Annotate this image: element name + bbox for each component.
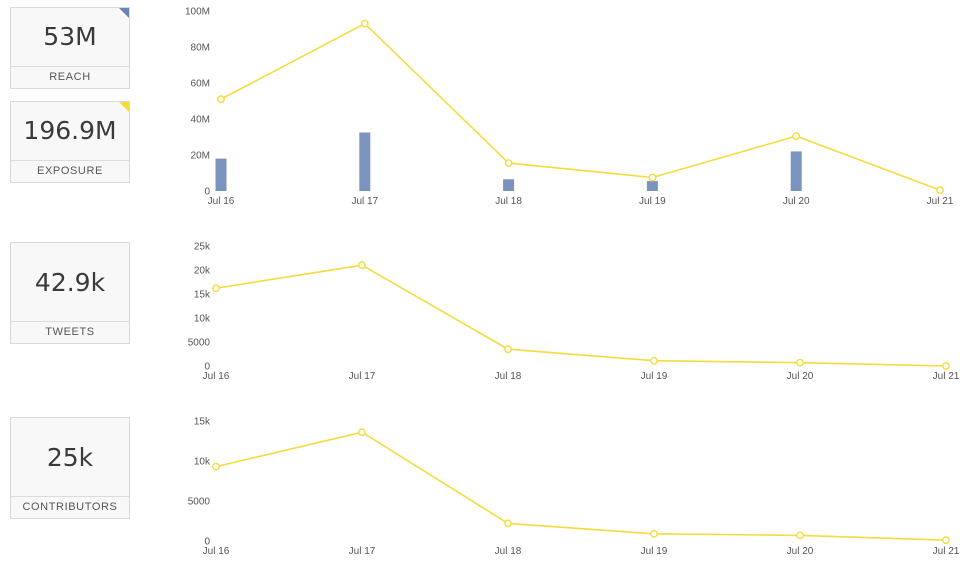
y-tick-label: 0	[204, 187, 210, 198]
x-tick-label: Jul 18	[495, 546, 522, 557]
contributors-card: 25k CONTRIBUTORS	[10, 417, 130, 519]
y-tick-label: 10k	[194, 314, 211, 325]
reach-label: REACH	[11, 66, 129, 88]
x-tick-label: Jul 19	[639, 196, 666, 207]
tweets-value: 42.9k	[34, 268, 106, 297]
data-point	[212, 284, 220, 293]
data-point	[650, 529, 658, 538]
bar	[503, 179, 515, 191]
contributors-chart: 0 5000 10k 15k Jul 16 Jul 17 Jul 18 Jul 19 Jul 2…	[188, 417, 960, 558]
tweets-card: 42.9k TWEETS	[10, 242, 130, 344]
y-tick-label: 20M	[191, 151, 210, 162]
x-tick-label: Jul 20	[783, 196, 810, 207]
data-point	[796, 358, 804, 367]
y-tick-label: 25k	[194, 242, 211, 253]
bar	[359, 132, 371, 191]
series-line	[220, 22, 941, 191]
exposure-corner-marker	[119, 102, 129, 112]
y-tick-label: 20k	[194, 266, 211, 277]
y-tick-label: 40M	[191, 115, 210, 126]
data-point	[936, 186, 944, 195]
data-point	[942, 362, 950, 370]
y-tick-label: 5000	[188, 497, 211, 508]
series-line	[215, 431, 947, 541]
tweets-chart: 0 5000 10k 15k 20k 25k Jul 16 Jul 17 Jul 18 Jul 1…	[188, 242, 960, 383]
y-tick-label: 0	[204, 362, 210, 373]
series-line	[215, 264, 947, 367]
y-tick-label: 80M	[191, 43, 210, 54]
x-tick-label: Jul 16	[203, 546, 230, 557]
data-point	[504, 519, 512, 528]
y-tick-label: 15k	[194, 290, 211, 301]
exposure-card: 196.9M EXPOSURE	[10, 101, 130, 183]
data-point	[504, 345, 512, 354]
contributors-label: CONTRIBUTORS	[11, 496, 129, 518]
x-tick-label: Jul 17	[349, 546, 376, 557]
data-point	[217, 95, 225, 104]
x-tick-label: Jul 17	[351, 196, 378, 207]
exposure-value: 196.9M	[23, 116, 117, 145]
x-tick-label: Jul 16	[208, 196, 235, 207]
exposure-label: EXPOSURE	[11, 160, 129, 182]
bar	[790, 151, 802, 191]
y-tick-label: 0	[204, 537, 210, 548]
reach-value: 53M	[43, 22, 97, 51]
data-point	[358, 261, 366, 270]
tweets-label: TWEETS	[11, 321, 129, 343]
reach-corner-marker	[119, 8, 129, 18]
y-tick-label: 15k	[194, 417, 211, 428]
bar	[646, 181, 658, 191]
bar	[215, 158, 227, 191]
data-point	[212, 462, 220, 471]
y-tick-label: 100M	[185, 7, 210, 18]
x-tick-label: Jul 18	[495, 196, 522, 207]
x-tick-label: Jul 17	[349, 371, 376, 382]
x-tick-label: Jul 19	[641, 546, 668, 557]
data-point	[504, 159, 513, 168]
x-tick-label: Jul 21	[933, 546, 960, 557]
y-tick-label: 5000	[188, 338, 211, 349]
data-point	[360, 19, 369, 28]
data-point	[648, 173, 657, 182]
data-point	[796, 531, 804, 540]
data-point	[942, 536, 950, 545]
y-tick-label: 60M	[191, 79, 210, 90]
x-tick-label: Jul 18	[495, 371, 522, 382]
y-tick-label: 10k	[194, 457, 211, 468]
x-tick-label: Jul 20	[787, 546, 814, 557]
reach-card: 53M REACH	[10, 7, 130, 89]
x-tick-label: Jul 19	[641, 371, 668, 382]
contributors-value: 25k	[46, 443, 94, 472]
x-tick-label: Jul 20	[787, 371, 814, 382]
x-tick-label: Jul 21	[927, 196, 954, 207]
x-tick-label: Jul 16	[203, 371, 230, 382]
reach-exposure-chart: 0 20M 40M 60M 80M 100M Jul 16 Jul 17 Jul 18 Jul 1…	[185, 7, 954, 208]
x-tick-label: Jul 21	[933, 371, 960, 382]
data-point	[792, 132, 801, 141]
data-point	[650, 356, 658, 365]
data-point	[358, 428, 366, 437]
